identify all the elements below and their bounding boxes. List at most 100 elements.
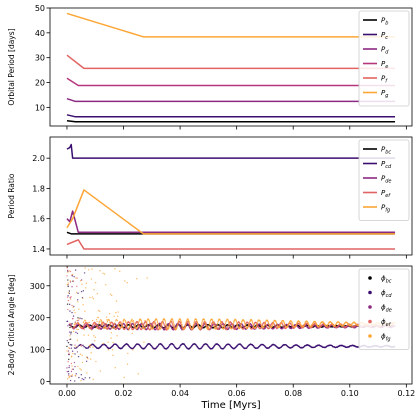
data-point xyxy=(143,341,145,343)
data-point xyxy=(114,320,117,322)
legend-label: Pbc xyxy=(381,146,391,156)
series-fg-line xyxy=(66,189,396,235)
data-point xyxy=(185,322,187,324)
data-point xyxy=(107,341,109,344)
data-point xyxy=(66,296,69,298)
data-point xyxy=(67,341,70,344)
data-point xyxy=(164,322,167,324)
data-point xyxy=(68,347,70,349)
data-point xyxy=(138,320,140,322)
data-point xyxy=(68,270,71,272)
data-point xyxy=(170,326,173,328)
data-point xyxy=(82,304,84,306)
data-point xyxy=(180,321,183,324)
data-point xyxy=(203,319,206,321)
series-ef-line xyxy=(66,239,396,250)
data-point xyxy=(226,327,228,330)
series-g-line xyxy=(66,12,396,38)
data-point xyxy=(115,300,118,302)
data-point xyxy=(70,326,72,329)
data-point xyxy=(69,335,71,337)
y-tick-label: 30 xyxy=(35,54,45,63)
legend-label: Pc xyxy=(381,31,388,41)
data-point xyxy=(71,368,74,370)
data-point xyxy=(115,311,117,314)
data-point xyxy=(87,357,89,360)
data-point xyxy=(198,327,200,329)
data-point xyxy=(87,334,90,336)
data-point xyxy=(70,333,72,335)
data-point xyxy=(72,330,75,333)
data-point xyxy=(204,322,207,325)
data-point xyxy=(158,326,160,328)
data-point xyxy=(68,290,71,292)
data-point xyxy=(66,303,69,305)
data-point xyxy=(77,299,79,301)
data-point xyxy=(77,301,79,303)
data-point xyxy=(78,308,80,310)
data-point xyxy=(69,379,72,382)
data-point xyxy=(68,374,70,377)
data-point xyxy=(80,290,83,293)
data-point xyxy=(71,304,73,307)
data-point xyxy=(84,377,86,379)
data-point xyxy=(74,380,76,382)
legend-label: Pde xyxy=(381,175,391,185)
data-point xyxy=(131,332,133,334)
x-tick-label: 0.06 xyxy=(228,389,246,398)
data-point xyxy=(81,378,83,380)
y-tick-label: 300 xyxy=(30,282,45,291)
data-point xyxy=(73,309,75,311)
data-point xyxy=(74,325,77,327)
data-point xyxy=(75,373,77,375)
data-point xyxy=(73,326,75,328)
data-point xyxy=(67,308,69,311)
data-point xyxy=(71,350,74,352)
data-point xyxy=(76,328,78,330)
data-point xyxy=(68,303,71,306)
data-point xyxy=(78,376,80,379)
data-point xyxy=(80,326,83,328)
data-point xyxy=(160,327,162,329)
data-point xyxy=(75,346,77,348)
data-point xyxy=(141,322,143,325)
data-point xyxy=(67,271,69,273)
data-point xyxy=(66,350,68,352)
data-point xyxy=(114,268,116,270)
data-point xyxy=(68,358,70,361)
data-point xyxy=(88,326,90,329)
data-point xyxy=(146,320,148,322)
x-tick-label: 0.02 xyxy=(115,389,133,398)
plot-area xyxy=(66,12,396,123)
data-point xyxy=(93,322,96,325)
data-point xyxy=(176,326,178,329)
data-point xyxy=(74,353,76,355)
data-point xyxy=(69,326,71,329)
data-point xyxy=(110,337,112,339)
data-point xyxy=(118,324,120,327)
data-point xyxy=(67,292,70,294)
data-point xyxy=(66,269,69,272)
data-point xyxy=(100,325,102,327)
data-point xyxy=(67,350,70,352)
data-point xyxy=(125,321,127,324)
data-point xyxy=(127,352,129,355)
data-point xyxy=(105,323,108,325)
axes-frame xyxy=(49,136,413,256)
data-point xyxy=(190,326,192,329)
data-point xyxy=(153,322,156,324)
data-point xyxy=(169,322,171,324)
series-f-line xyxy=(66,54,396,70)
y-tick-label: 40 xyxy=(35,29,45,38)
data-point xyxy=(80,374,82,376)
y-tick-label: 100 xyxy=(30,346,45,355)
data-point xyxy=(184,323,187,325)
data-point xyxy=(108,319,111,322)
data-point xyxy=(71,318,74,320)
data-point xyxy=(81,361,84,364)
data-point xyxy=(151,323,153,326)
data-point xyxy=(168,325,171,327)
data-point xyxy=(67,299,70,302)
data-point xyxy=(156,319,158,322)
